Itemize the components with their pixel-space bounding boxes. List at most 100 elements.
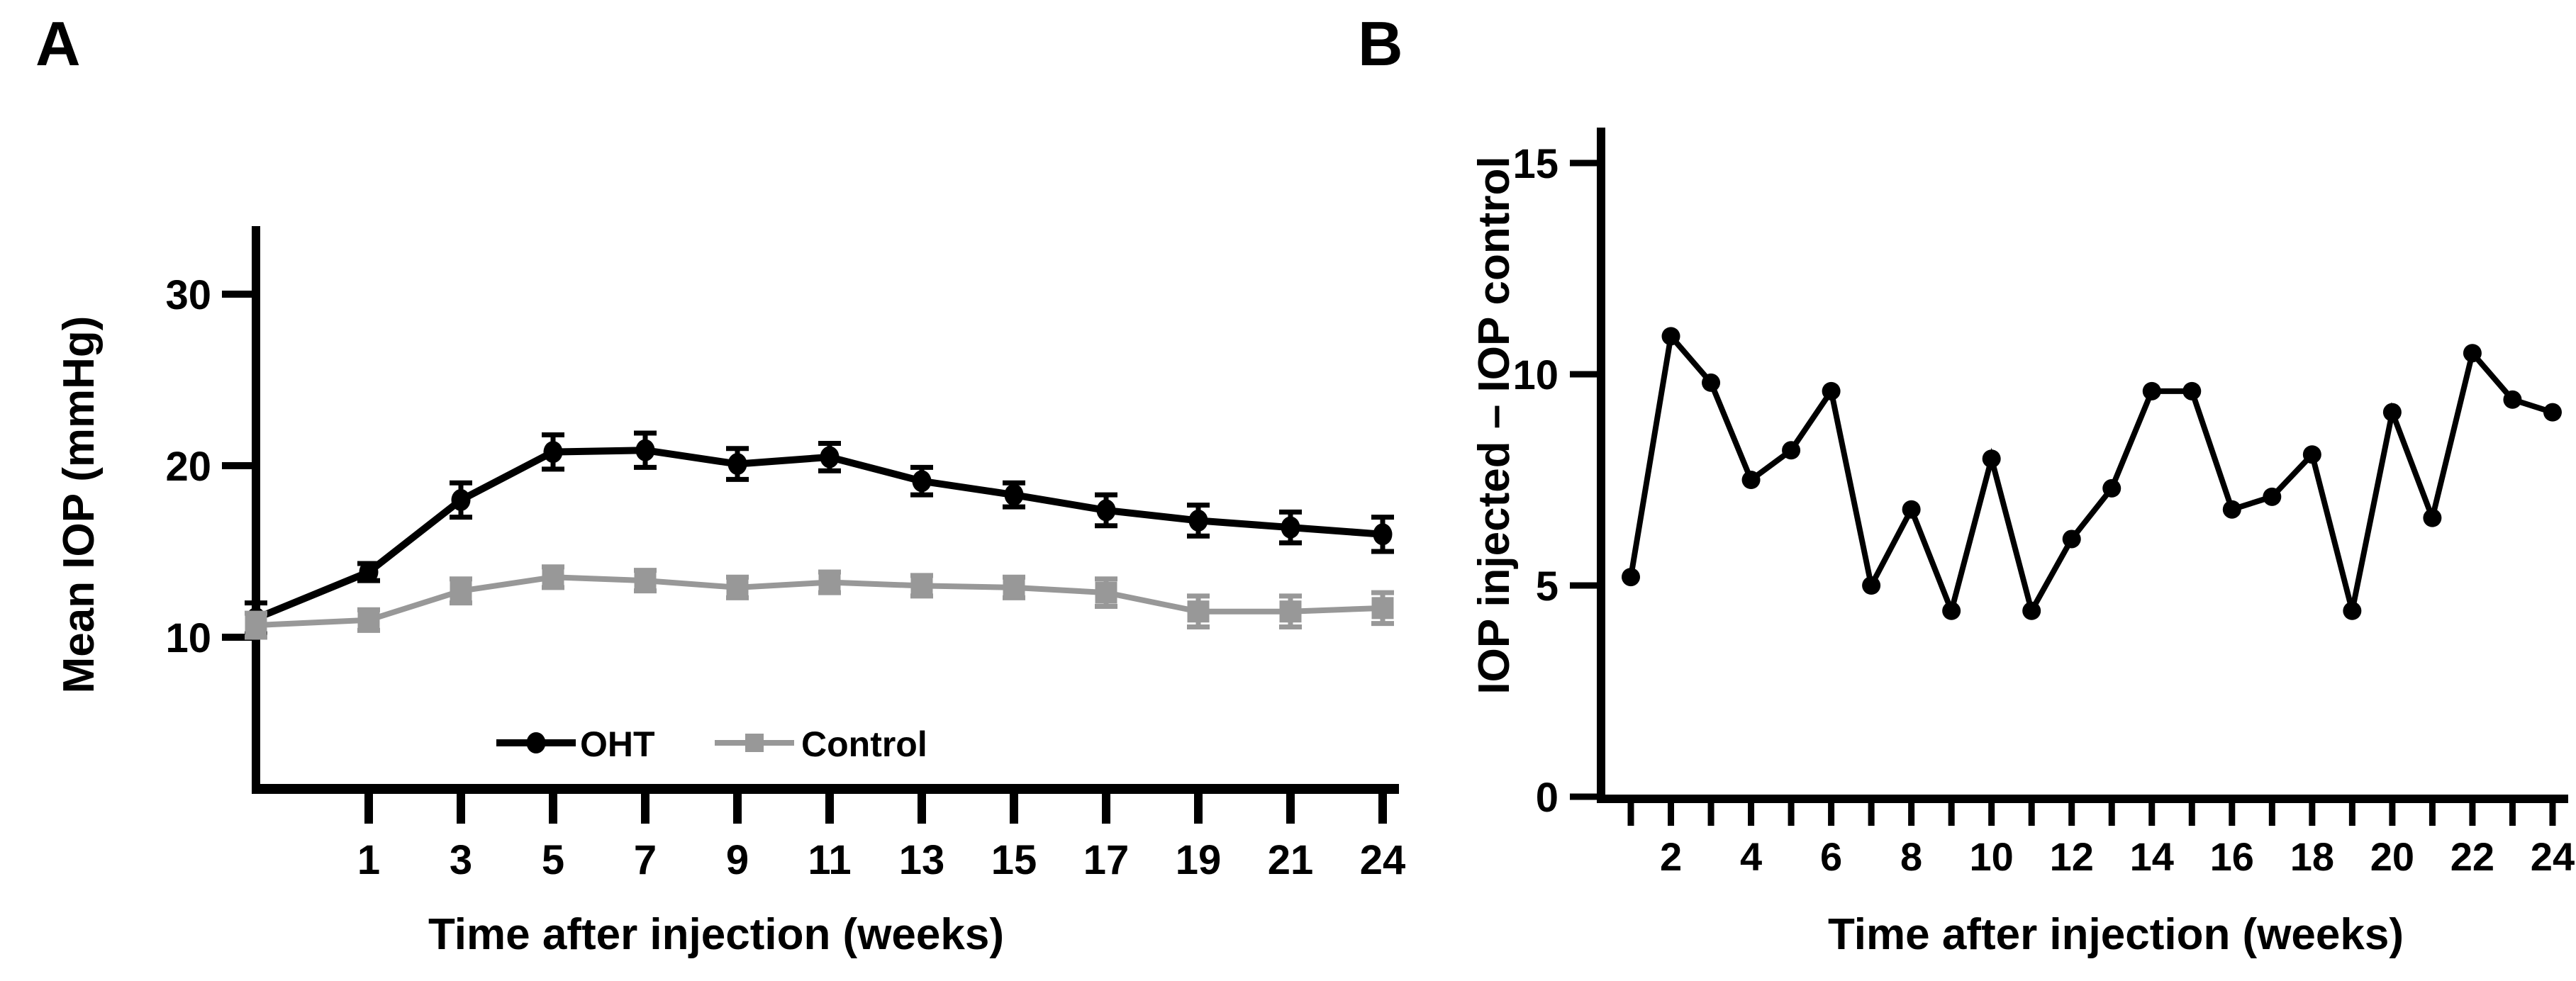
- marker-iop-diff: [1902, 500, 1921, 519]
- marker-control: [1095, 581, 1117, 604]
- panel-b-x-tick: [1627, 799, 1634, 826]
- marker-control: [1279, 600, 1302, 623]
- panel-b-x-tick: [2268, 799, 2275, 826]
- panel-a-x-tick: [1378, 789, 1387, 824]
- panel-a-y-tick: [222, 634, 256, 641]
- panel-a-x-tick-label: 17: [1083, 837, 1130, 883]
- panel-b-x-tick-label: 10: [1970, 834, 2014, 879]
- marker-control: [1187, 600, 1210, 623]
- panel-a-x-tick-label: 7: [634, 837, 657, 883]
- marker-iop-diff: [2543, 403, 2562, 422]
- panel-b-x-tick: [2229, 799, 2236, 826]
- panel-a-x-tick-label: 15: [991, 837, 1037, 883]
- panel-a-x-tick-label: 24: [1360, 837, 1406, 883]
- marker-oht: [1373, 523, 1393, 546]
- panel-b-y-tick: [1570, 371, 1601, 378]
- marker-oht: [543, 441, 563, 464]
- panel-a-x-tick: [1286, 789, 1295, 824]
- panel-b-label: B: [1358, 9, 1403, 79]
- panel-b-x-tick: [2068, 799, 2075, 826]
- panel-a-y-tick: [222, 462, 256, 469]
- panel-b-x-axis-title: Time after injection (weeks): [1828, 910, 2404, 959]
- panel-b-y-tick-label: 15: [1512, 141, 1559, 187]
- panel-b-x-tick: [2509, 799, 2516, 826]
- panel-b-x-tick-label: 18: [2290, 834, 2334, 879]
- marker-control: [245, 614, 267, 637]
- panel-a-y-axis-title: Mean IOP (mmHg): [55, 315, 104, 694]
- panel-b-x-tick-label: 16: [2210, 834, 2254, 879]
- panel-b-x-tick: [2348, 799, 2355, 826]
- panel-b-x-tick: [1828, 799, 1835, 826]
- legend-oht-marker: [526, 732, 546, 753]
- marker-iop-diff: [1942, 601, 1961, 620]
- panel-b-x-tick: [1748, 799, 1755, 826]
- panel-b-x-tick: [1948, 799, 1955, 826]
- marker-iop-diff: [1661, 327, 1680, 346]
- panel-a-x-tick: [918, 789, 926, 824]
- panel-b-y-tick-label: 0: [1536, 775, 1559, 821]
- marker-iop-diff: [1782, 441, 1801, 460]
- panel-a-x-tick-label: 3: [450, 837, 472, 883]
- legend-control-marker: [745, 734, 764, 752]
- marker-iop-diff: [2382, 403, 2402, 422]
- legend-oht-label: OHT: [580, 724, 655, 764]
- marker-oht: [1281, 516, 1300, 539]
- marker-control: [634, 569, 657, 592]
- marker-control: [357, 609, 380, 632]
- marker-control: [818, 571, 841, 594]
- panel-a-x-tick: [733, 789, 742, 824]
- panel-b-x-tick: [1868, 799, 1875, 826]
- panel-a-label: A: [35, 9, 81, 79]
- panel-b-x-tick: [2148, 799, 2156, 826]
- panel-a-x-axis-title: Time after injection (weeks): [428, 910, 1004, 959]
- marker-oht: [451, 488, 471, 511]
- panel-b-x-tick: [1668, 799, 1675, 826]
- panel-b-x-tick-label: 6: [1820, 834, 1842, 879]
- panel-b-y-tick: [1570, 582, 1601, 589]
- marker-control: [1003, 576, 1025, 599]
- panel-b-x-tick: [2309, 799, 2316, 826]
- marker-iop-diff: [2343, 601, 2362, 620]
- marker-iop-diff: [2182, 381, 2202, 400]
- panel-b-y-tick-label: 5: [1536, 564, 1559, 610]
- panel-b-x-tick: [1908, 799, 1915, 826]
- marker-iop-diff: [2102, 478, 2121, 498]
- panel-a-x-tick-label: 1: [357, 837, 380, 883]
- panel-b-y-tick: [1570, 159, 1601, 167]
- panel-b-x-tick: [2108, 799, 2115, 826]
- panel-b-x-tick: [1988, 799, 1995, 826]
- marker-control: [542, 566, 564, 588]
- panel-b-y-axis-title: IOP injected – IOP control: [1470, 156, 1519, 695]
- panel-b-x-tick-label: 22: [2450, 834, 2494, 879]
- marker-oht: [1188, 509, 1208, 532]
- marker-iop-diff: [1862, 576, 1881, 595]
- marker-iop-diff: [2463, 344, 2482, 363]
- marker-iop-diff: [2503, 390, 2522, 409]
- marker-iop-diff: [2263, 487, 2282, 506]
- panel-b-y-tick: [1570, 793, 1601, 800]
- panel-b-x-tick: [2389, 799, 2396, 826]
- panel-a-x-tick: [1102, 789, 1110, 824]
- marker-control: [726, 576, 749, 599]
- marker-oht: [1004, 483, 1024, 506]
- panel-a-x-tick-label: 5: [542, 837, 564, 883]
- panel-b-x-tick-label: 24: [2531, 834, 2575, 879]
- marker-oht: [359, 561, 379, 583]
- panel-a-x-tick-label: 11: [808, 837, 851, 883]
- marker-iop-diff: [2302, 445, 2321, 464]
- panel-b-x-tick: [2188, 799, 2195, 826]
- panel-a-x-tick: [825, 789, 834, 824]
- panel-b-x-tick: [1707, 799, 1714, 826]
- panel-a-x-tick: [1194, 789, 1203, 824]
- panel-b-x-axis-line: [1597, 795, 2568, 803]
- panel-a-y-tick-label: 30: [165, 272, 211, 318]
- panel-a-x-tick-label: 9: [726, 837, 749, 883]
- marker-control: [450, 580, 472, 602]
- panel-a-x-tick: [457, 789, 465, 824]
- panel-a-y-tick-label: 20: [165, 444, 211, 490]
- panel-a-x-tick: [364, 789, 373, 824]
- panel-b-y-axis-line: [1597, 128, 1605, 803]
- panel-a-x-tick-label: 19: [1176, 837, 1222, 883]
- marker-oht: [727, 453, 747, 476]
